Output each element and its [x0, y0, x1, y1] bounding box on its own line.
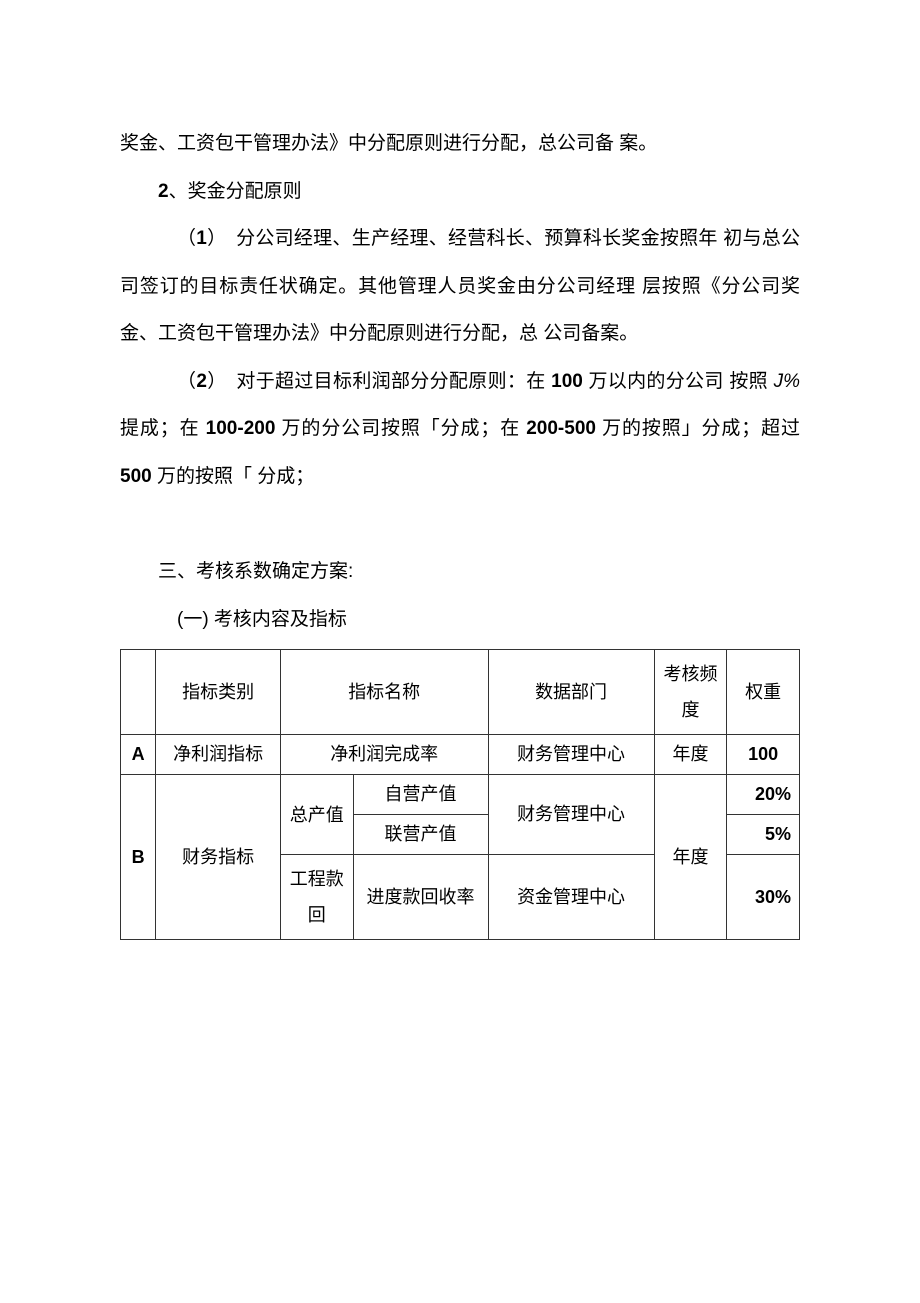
a-dept: 财务管理中心 — [488, 735, 654, 775]
paragraph-3: （1） 分公司经理、生产经理、经营科长、预算科长奖金按照年 初与总公司签订的目标… — [120, 215, 800, 358]
b-r2-weight: 5% — [727, 815, 800, 855]
num-4-2: 2 — [196, 371, 207, 392]
b-dept-fund: 资金管理中心 — [488, 855, 654, 940]
hdr-freq: 考核频度 — [654, 650, 727, 735]
a-cat: 净利润指标 — [156, 735, 281, 775]
hdr-weight: 权重 — [727, 650, 800, 735]
p4-c: 提成；在 — [120, 418, 206, 439]
b-grp1: 总产值 — [280, 775, 353, 855]
p2-text: 、奖金分配原则 — [169, 181, 302, 202]
a-freq: 年度 — [654, 735, 727, 775]
a-idx: A — [121, 735, 156, 775]
b-r3-name: 进度款回收率 — [353, 855, 488, 940]
table-header-row: 指标类别 指标名称 数据部门 考核频度 权重 — [121, 650, 800, 735]
p4-200-500: 200-500 — [526, 418, 596, 439]
p4-b: 万以内的分公司 按照 — [583, 371, 774, 392]
num-2: 2 — [158, 181, 169, 202]
section3-title: 三、考核系数确定方案: — [120, 548, 800, 596]
b-r1-weight: 20% — [727, 775, 800, 815]
paragraph-2: 2、奖金分配原则 — [120, 168, 800, 216]
p4-e: 万的按照」分成；超过 — [596, 418, 800, 439]
paragraph-1: 奖金、工资包干管理办法》中分配原则进行分配，总公司备 案。 — [120, 120, 800, 168]
hdr-blank — [121, 650, 156, 735]
p4-100: 100 — [551, 371, 583, 392]
b-cat: 财务指标 — [156, 775, 281, 940]
hdr-dept: 数据部门 — [488, 650, 654, 735]
p3-rest: ） 分公司经理、生产经理、经营科长、预算科长奖金按照年 初与总公司签订的目标责任… — [120, 228, 800, 344]
p4-500: 500 — [120, 466, 152, 487]
table-row-a: A 净利润指标 净利润完成率 财务管理中心 年度 100 — [121, 735, 800, 775]
b-idx: B — [121, 775, 156, 940]
num-3-1: 1 — [196, 228, 207, 249]
b-r3-weight: 30% — [727, 855, 800, 940]
a-name: 净利润完成率 — [280, 735, 488, 775]
p4-100-200: 100-200 — [206, 418, 276, 439]
a-weight: 100 — [727, 735, 800, 775]
p4-a: ） 对于超过目标利润部分分配原则：在 — [207, 371, 551, 392]
p3-lead: （ — [177, 228, 196, 249]
p4-jp: J% — [774, 371, 800, 392]
p4-f: 万的按照「 分成； — [152, 466, 315, 487]
table-row-b1: B 财务指标 总产值 自营产值 财务管理中心 年度 20% — [121, 775, 800, 815]
b-r2-name: 联营产值 — [353, 815, 488, 855]
b-grp2: 工程款回 — [280, 855, 353, 940]
b-freq: 年度 — [654, 775, 727, 940]
b-r1-name: 自营产值 — [353, 775, 488, 815]
p4-d: 万的分公司按照「分成；在 — [275, 418, 526, 439]
paragraph-4: （2） 对于超过目标利润部分分配原则：在 100 万以内的分公司 按照 J% 提成… — [120, 358, 800, 501]
b-dept-fin: 财务管理中心 — [488, 775, 654, 855]
assessment-table: 指标类别 指标名称 数据部门 考核频度 权重 A 净利润指标 净利润完成率 财务… — [120, 649, 800, 940]
p4-lead: （ — [177, 371, 196, 392]
section3-sub1: (一) 考核内容及指标 — [120, 596, 800, 644]
hdr-name: 指标名称 — [280, 650, 488, 735]
hdr-cat: 指标类别 — [156, 650, 281, 735]
